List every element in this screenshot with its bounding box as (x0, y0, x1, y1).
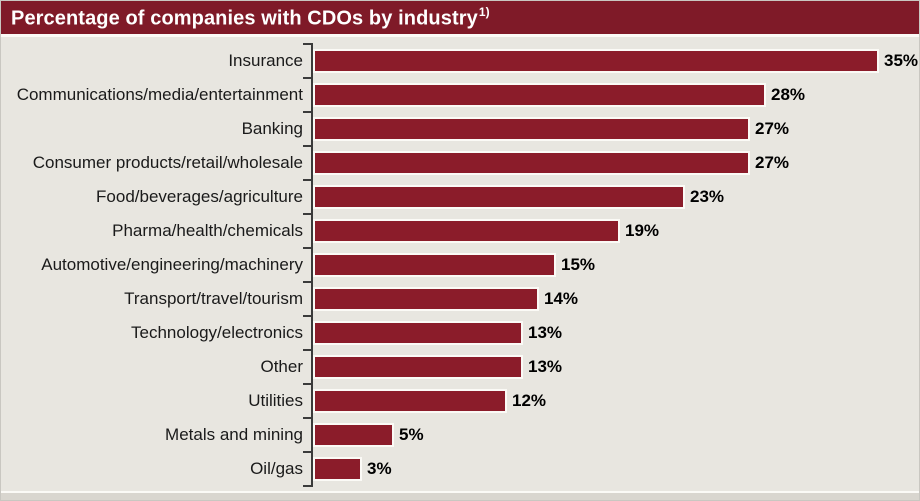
chart-rows: Insurance 35% Communications/media/enterta… (1, 44, 919, 486)
chart-row: Communications/media/entertainment 28% (1, 78, 919, 112)
bar-area: 23% (311, 180, 919, 214)
bar-area: 14% (311, 282, 919, 316)
value-label: 27% (755, 153, 790, 172)
bar-area: 27% (311, 146, 919, 180)
bar-area: 15% (311, 248, 919, 282)
value-label: 13% (528, 357, 563, 376)
bar-area: 5% (311, 418, 919, 452)
bar (313, 219, 620, 243)
bar-chart: Insurance 35% Communications/media/enterta… (1, 43, 919, 487)
bar-area: 13% (311, 350, 919, 384)
bar-area: 28% (311, 78, 919, 112)
axis-tick (303, 111, 311, 113)
bar-area: 13% (311, 316, 919, 350)
category-label: Metals and mining (165, 425, 303, 444)
value-label: 14% (544, 289, 579, 308)
value-label: 12% (512, 391, 547, 410)
category-label: Automotive/engineering/machinery (41, 255, 303, 274)
category-label: Insurance (228, 51, 303, 70)
axis-tick (303, 145, 311, 147)
footnote-marker: 1) (478, 4, 490, 19)
chart-row: Consumer products/retail/wholesale 27% (1, 146, 919, 180)
bar-area: 27% (311, 112, 919, 146)
category-label: Food/beverages/agriculture (96, 187, 303, 206)
category-label: Pharma/health/chemicals (112, 221, 303, 240)
axis-tick (303, 77, 311, 79)
bar (313, 321, 523, 345)
category-label: Utilities (248, 391, 303, 410)
value-label: 27% (755, 119, 790, 138)
chart-row: Metals and mining 5% (1, 418, 919, 452)
bar (313, 117, 750, 141)
chart-row: Food/beverages/agriculture 23% (1, 180, 919, 214)
chart-row: Oil/gas 3% (1, 452, 919, 486)
axis-tick (303, 179, 311, 181)
bar (313, 287, 539, 311)
chart-title-text: Percentage of companies with CDOs by ind… (11, 7, 478, 30)
category-label: Other (260, 357, 303, 376)
axis-tick (303, 315, 311, 317)
axis-tick (303, 383, 311, 385)
value-label: 3% (367, 459, 392, 478)
category-label: Consumer products/retail/wholesale (32, 153, 303, 172)
axis-tick (303, 281, 311, 283)
value-label: 15% (561, 255, 596, 274)
category-label: Technology/electronics (131, 323, 303, 342)
category-label: Banking (241, 119, 303, 138)
axis-tick (303, 451, 311, 453)
bar (313, 49, 879, 73)
bar-area: 19% (311, 214, 919, 248)
bar (313, 457, 362, 481)
chart-title: Percentage of companies with CDOs by ind… (11, 4, 490, 30)
axis-tick (303, 417, 311, 419)
bar (313, 83, 766, 107)
chart-row: Other 13% (1, 350, 919, 384)
bar-area: 35% (311, 44, 919, 78)
chart-row: Transport/travel/tourism 14% (1, 282, 919, 316)
bar (313, 355, 523, 379)
chart-row: Banking 27% (1, 112, 919, 146)
chart-row: Insurance 35% (1, 44, 919, 78)
value-label: 13% (528, 323, 563, 342)
axis-tick (303, 43, 311, 45)
chart-row: Utilities 12% (1, 384, 919, 418)
bar (313, 151, 750, 175)
chart-row: Technology/electronics 13% (1, 316, 919, 350)
category-label: Communications/media/entertainment (16, 85, 303, 104)
bar-area: 12% (311, 384, 919, 418)
axis-tick (303, 247, 311, 249)
value-label: 28% (771, 85, 806, 104)
value-label: 35% (884, 51, 919, 70)
bar-area: 3% (311, 452, 919, 486)
y-axis-line (311, 43, 313, 487)
bar (313, 389, 507, 413)
category-label: Transport/travel/tourism (124, 289, 303, 308)
axis-tick (303, 485, 311, 487)
axis-tick (303, 349, 311, 351)
footer-strip (1, 491, 919, 500)
chart-header: Percentage of companies with CDOs by ind… (1, 1, 919, 37)
category-label: Oil/gas (250, 459, 303, 478)
chart-row: Automotive/engineering/machinery 15% (1, 248, 919, 282)
bar (313, 253, 556, 277)
bar (313, 185, 685, 209)
value-label: 23% (690, 187, 725, 206)
axis-tick (303, 213, 311, 215)
chart-row: Pharma/health/chemicals 19% (1, 214, 919, 248)
value-label: 5% (399, 425, 424, 444)
value-label: 19% (625, 221, 660, 240)
bar (313, 423, 394, 447)
